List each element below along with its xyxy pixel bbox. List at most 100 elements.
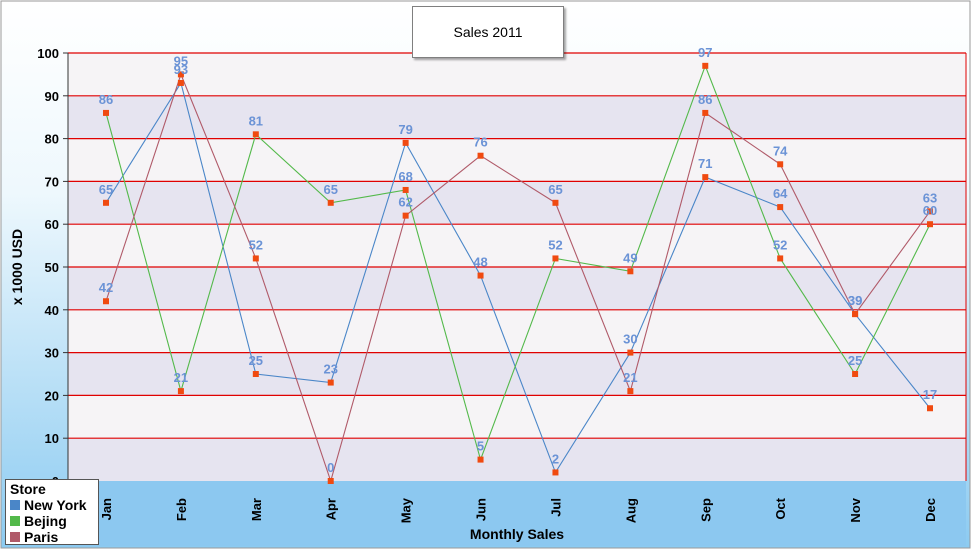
data-point (852, 371, 859, 377)
data-point (552, 469, 559, 476)
plot-band (68, 181, 966, 225)
data-point (777, 204, 784, 211)
data-label: 64 (773, 186, 788, 201)
data-label: 65 (323, 182, 337, 197)
data-point (252, 371, 259, 377)
data-label: 76 (473, 135, 487, 150)
data-point (103, 298, 109, 305)
plot-band (68, 53, 966, 96)
data-point (477, 456, 484, 463)
plot-band (68, 438, 966, 481)
plot-band (68, 352, 966, 396)
data-point (852, 311, 859, 318)
data-point (103, 109, 109, 116)
data-label: 65 (548, 182, 562, 197)
data-point (177, 388, 184, 395)
legend-label-bejing: Bejing (24, 513, 67, 529)
data-point (402, 212, 409, 219)
data-label: 39 (848, 293, 862, 308)
data-label: 2 (552, 451, 559, 466)
data-point (402, 186, 409, 193)
series-line (105, 64, 931, 462)
data-point (252, 255, 259, 262)
y-tick-label: 90 (45, 89, 59, 104)
x-tick-label: Aug (623, 498, 638, 523)
x-tick-label: Mar (249, 498, 264, 521)
y-tick-label: 30 (45, 346, 59, 361)
legend-item-paris: Paris (10, 529, 98, 545)
data-label: 52 (773, 237, 787, 252)
data-label: 49 (623, 250, 637, 265)
x-tick-label: Sep (698, 498, 713, 522)
data-label: 93 (174, 62, 188, 77)
data-label: 52 (548, 237, 562, 252)
data-label: 60 (923, 203, 937, 218)
legend-swatch-bejing (10, 516, 20, 526)
data-label: 97 (698, 45, 712, 60)
plot-band (68, 309, 966, 353)
data-label: 48 (473, 255, 487, 270)
data-point (552, 255, 559, 262)
x-tick-label: Apr (324, 498, 339, 520)
y-tick-label: 60 (45, 217, 59, 232)
data-point (177, 71, 184, 78)
series-line (105, 72, 931, 483)
plot-band (68, 224, 966, 267)
data-point (702, 109, 709, 116)
data-point (402, 139, 409, 146)
data-label: 65 (99, 182, 113, 197)
y-tick-label: 70 (45, 174, 59, 189)
plot-band (68, 267, 966, 310)
data-label: 71 (698, 156, 712, 171)
legend-label-paris: Paris (24, 529, 59, 545)
data-label: 79 (398, 122, 412, 137)
x-tick-label: Feb (174, 498, 189, 521)
x-tick-label: Jun (474, 498, 489, 521)
data-point (477, 152, 484, 159)
x-axis-label: Monthly Sales (470, 526, 564, 542)
data-point (627, 268, 634, 275)
data-label: 39 (848, 293, 862, 308)
data-label: 25 (848, 353, 862, 368)
y-tick-label: 10 (45, 431, 59, 446)
data-label: 42 (99, 280, 113, 295)
x-tick-label: Nov (848, 497, 863, 522)
data-label: 68 (398, 169, 412, 184)
plot-band (68, 138, 966, 182)
data-point (327, 478, 334, 484)
data-point (627, 349, 634, 356)
data-label: 5 (477, 439, 484, 454)
data-point (927, 208, 933, 215)
y-tick-label: 100 (37, 46, 59, 61)
y-tick-label: 40 (45, 303, 59, 318)
data-point (103, 199, 109, 206)
data-point (702, 62, 709, 69)
plot-band (68, 395, 966, 439)
data-label: 63 (923, 190, 937, 205)
y-tick-label: 50 (45, 260, 59, 275)
legend-item-new-york: New York (10, 497, 98, 513)
data-point (327, 379, 334, 386)
data-label: 86 (698, 92, 712, 107)
data-label: 21 (174, 370, 188, 385)
x-tick-label: Dec (923, 498, 938, 522)
data-label: 52 (249, 237, 263, 252)
y-axis-label: x 1000 USD (9, 229, 25, 305)
plot-band (68, 95, 966, 139)
legend-swatch-new-york (10, 500, 20, 510)
data-label: 95 (174, 53, 188, 68)
data-point (177, 79, 184, 86)
x-tick-label: Oct (773, 497, 788, 519)
data-label: 25 (249, 353, 263, 368)
chart-title: Sales 2011 (453, 24, 523, 40)
legend-item-bejing: Bejing (10, 513, 98, 529)
data-label: 74 (773, 143, 788, 158)
data-label: 0 (327, 460, 334, 475)
y-tick-label: 80 (45, 132, 59, 147)
data-point (702, 174, 709, 181)
data-label: 81 (249, 113, 263, 128)
data-label: 21 (623, 370, 637, 385)
data-point (627, 388, 634, 395)
